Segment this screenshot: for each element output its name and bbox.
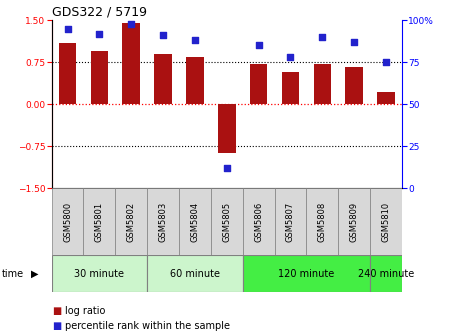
Bar [59,43,76,104]
Point [287,54,294,60]
Point [191,38,198,43]
Text: 240 minute: 240 minute [358,269,414,279]
Bar [242,255,370,292]
Text: GSM5806: GSM5806 [254,202,263,242]
Bar [115,188,147,255]
Point [319,34,326,40]
Text: time: time [2,269,24,279]
Bar [370,255,402,292]
Bar [377,92,395,104]
Bar [218,104,235,153]
Text: ■: ■ [52,321,61,331]
Bar [313,64,331,104]
Text: ■: ■ [52,306,61,316]
Text: GSM5805: GSM5805 [222,202,231,242]
Bar [282,72,299,104]
Text: GSM5802: GSM5802 [127,202,136,242]
Text: log ratio: log ratio [65,306,106,316]
Text: 60 minute: 60 minute [170,269,220,279]
Point [96,31,103,36]
Bar [345,67,363,104]
Text: GSM5810: GSM5810 [382,202,391,242]
Text: GSM5801: GSM5801 [95,202,104,242]
Point [383,59,390,65]
Bar [154,54,172,104]
Bar [211,188,242,255]
Text: ▶: ▶ [31,269,38,279]
Text: percentile rank within the sample: percentile rank within the sample [65,321,230,331]
Bar [274,188,306,255]
Point [351,39,358,45]
Point [255,43,262,48]
Text: GSM5804: GSM5804 [190,202,199,242]
Bar [84,188,115,255]
Bar [306,188,338,255]
Bar [338,188,370,255]
Text: GSM5807: GSM5807 [286,202,295,242]
Text: 120 minute: 120 minute [278,269,335,279]
Bar [91,51,108,104]
Text: 30 minute: 30 minute [75,269,124,279]
Text: GSM5803: GSM5803 [158,202,167,242]
Text: GSM5808: GSM5808 [318,202,327,242]
Bar [370,188,402,255]
Bar [186,56,204,104]
Point [223,165,230,171]
Bar [147,255,242,292]
Bar [242,188,274,255]
Text: GSM5809: GSM5809 [350,202,359,242]
Bar [147,188,179,255]
Bar [123,23,140,104]
Bar [52,255,147,292]
Bar [250,64,267,104]
Point [159,33,167,38]
Bar [52,188,84,255]
Point [64,26,71,31]
Text: GSM5800: GSM5800 [63,202,72,242]
Bar [179,188,211,255]
Point [128,21,135,26]
Text: GDS322 / 5719: GDS322 / 5719 [52,6,147,19]
